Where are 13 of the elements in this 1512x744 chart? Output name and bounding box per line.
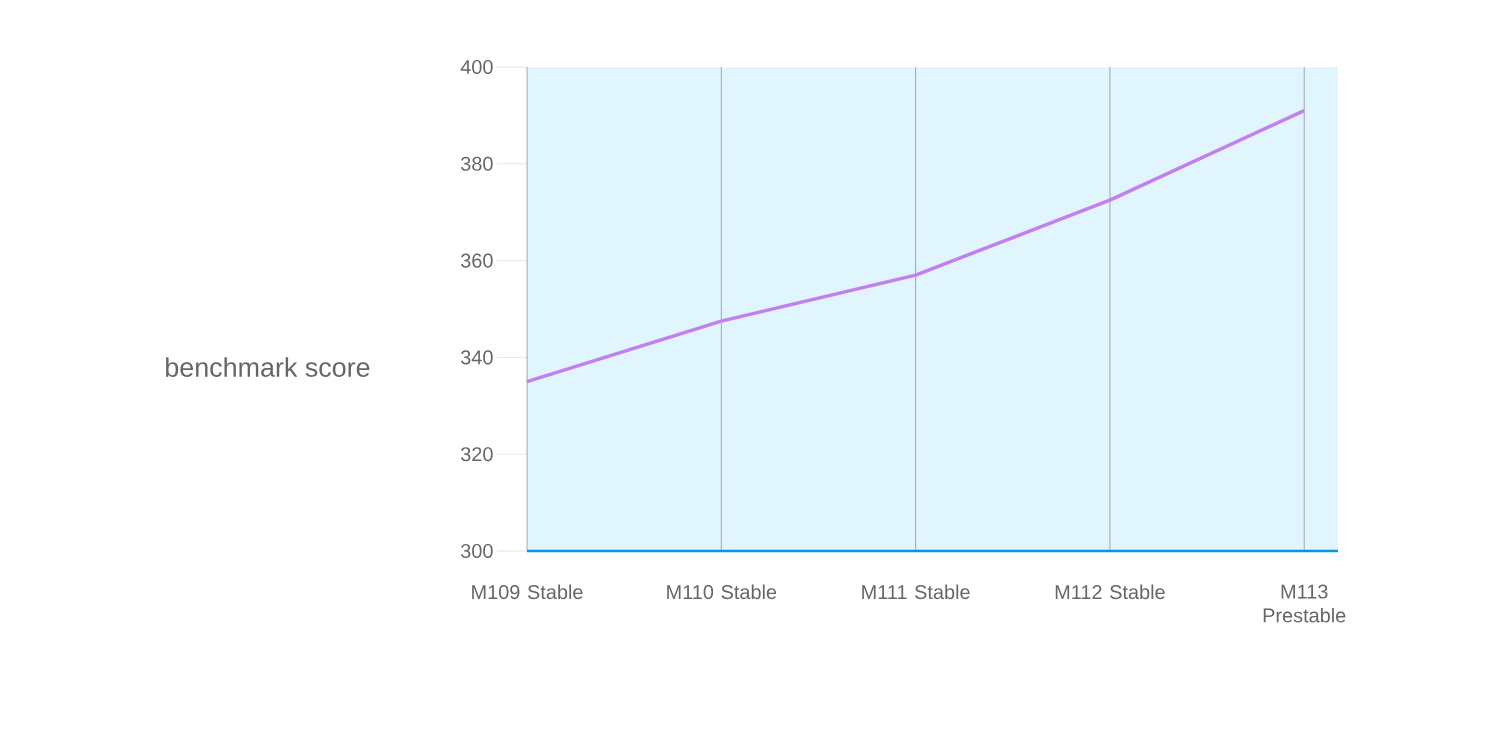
y-tick-label: 300 — [461, 543, 493, 559]
x-tick-label: M109 Stable — [472, 584, 583, 600]
y-tick-label: 400 — [460, 59, 493, 75]
x-tick-label: M113 Prestable — [1263, 584, 1346, 623]
y-tick-label: 380 — [461, 156, 493, 171]
y-tick-label: 340 — [461, 350, 493, 365]
x-tick-label: M111 Stable — [862, 584, 970, 600]
y-tick-label: 360 — [461, 253, 493, 268]
y-axis-title: benchmark score — [166, 357, 370, 377]
x-tick-label: M112 Stable — [1055, 584, 1165, 600]
line-series — [525, 108, 1306, 384]
y-tick-label: 320 — [461, 447, 493, 462]
x-tick-label: M110 Stable — [667, 584, 777, 600]
